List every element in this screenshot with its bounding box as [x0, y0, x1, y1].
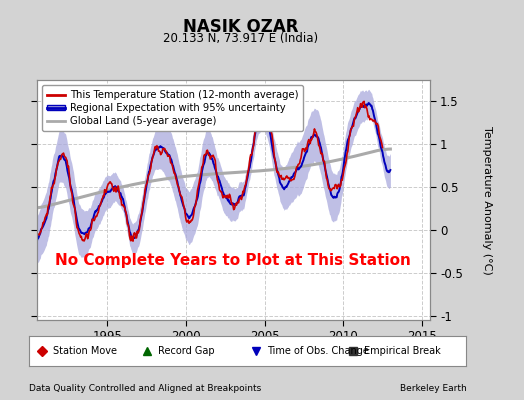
- Text: Berkeley Earth: Berkeley Earth: [400, 384, 466, 393]
- Text: Empirical Break: Empirical Break: [364, 346, 440, 356]
- Text: 20.133 N, 73.917 E (India): 20.133 N, 73.917 E (India): [163, 32, 319, 45]
- Y-axis label: Temperature Anomaly (°C): Temperature Anomaly (°C): [483, 126, 493, 274]
- Text: Data Quality Controlled and Aligned at Breakpoints: Data Quality Controlled and Aligned at B…: [29, 384, 261, 393]
- Text: No Complete Years to Plot at This Station: No Complete Years to Plot at This Statio…: [55, 252, 411, 268]
- Legend: This Temperature Station (12-month average), Regional Expectation with 95% uncer: This Temperature Station (12-month avera…: [42, 85, 303, 131]
- Text: Time of Obs. Change: Time of Obs. Change: [267, 346, 369, 356]
- Text: Record Gap: Record Gap: [158, 346, 214, 356]
- Text: NASIK OZAR: NASIK OZAR: [183, 18, 299, 36]
- Text: Station Move: Station Move: [53, 346, 117, 356]
